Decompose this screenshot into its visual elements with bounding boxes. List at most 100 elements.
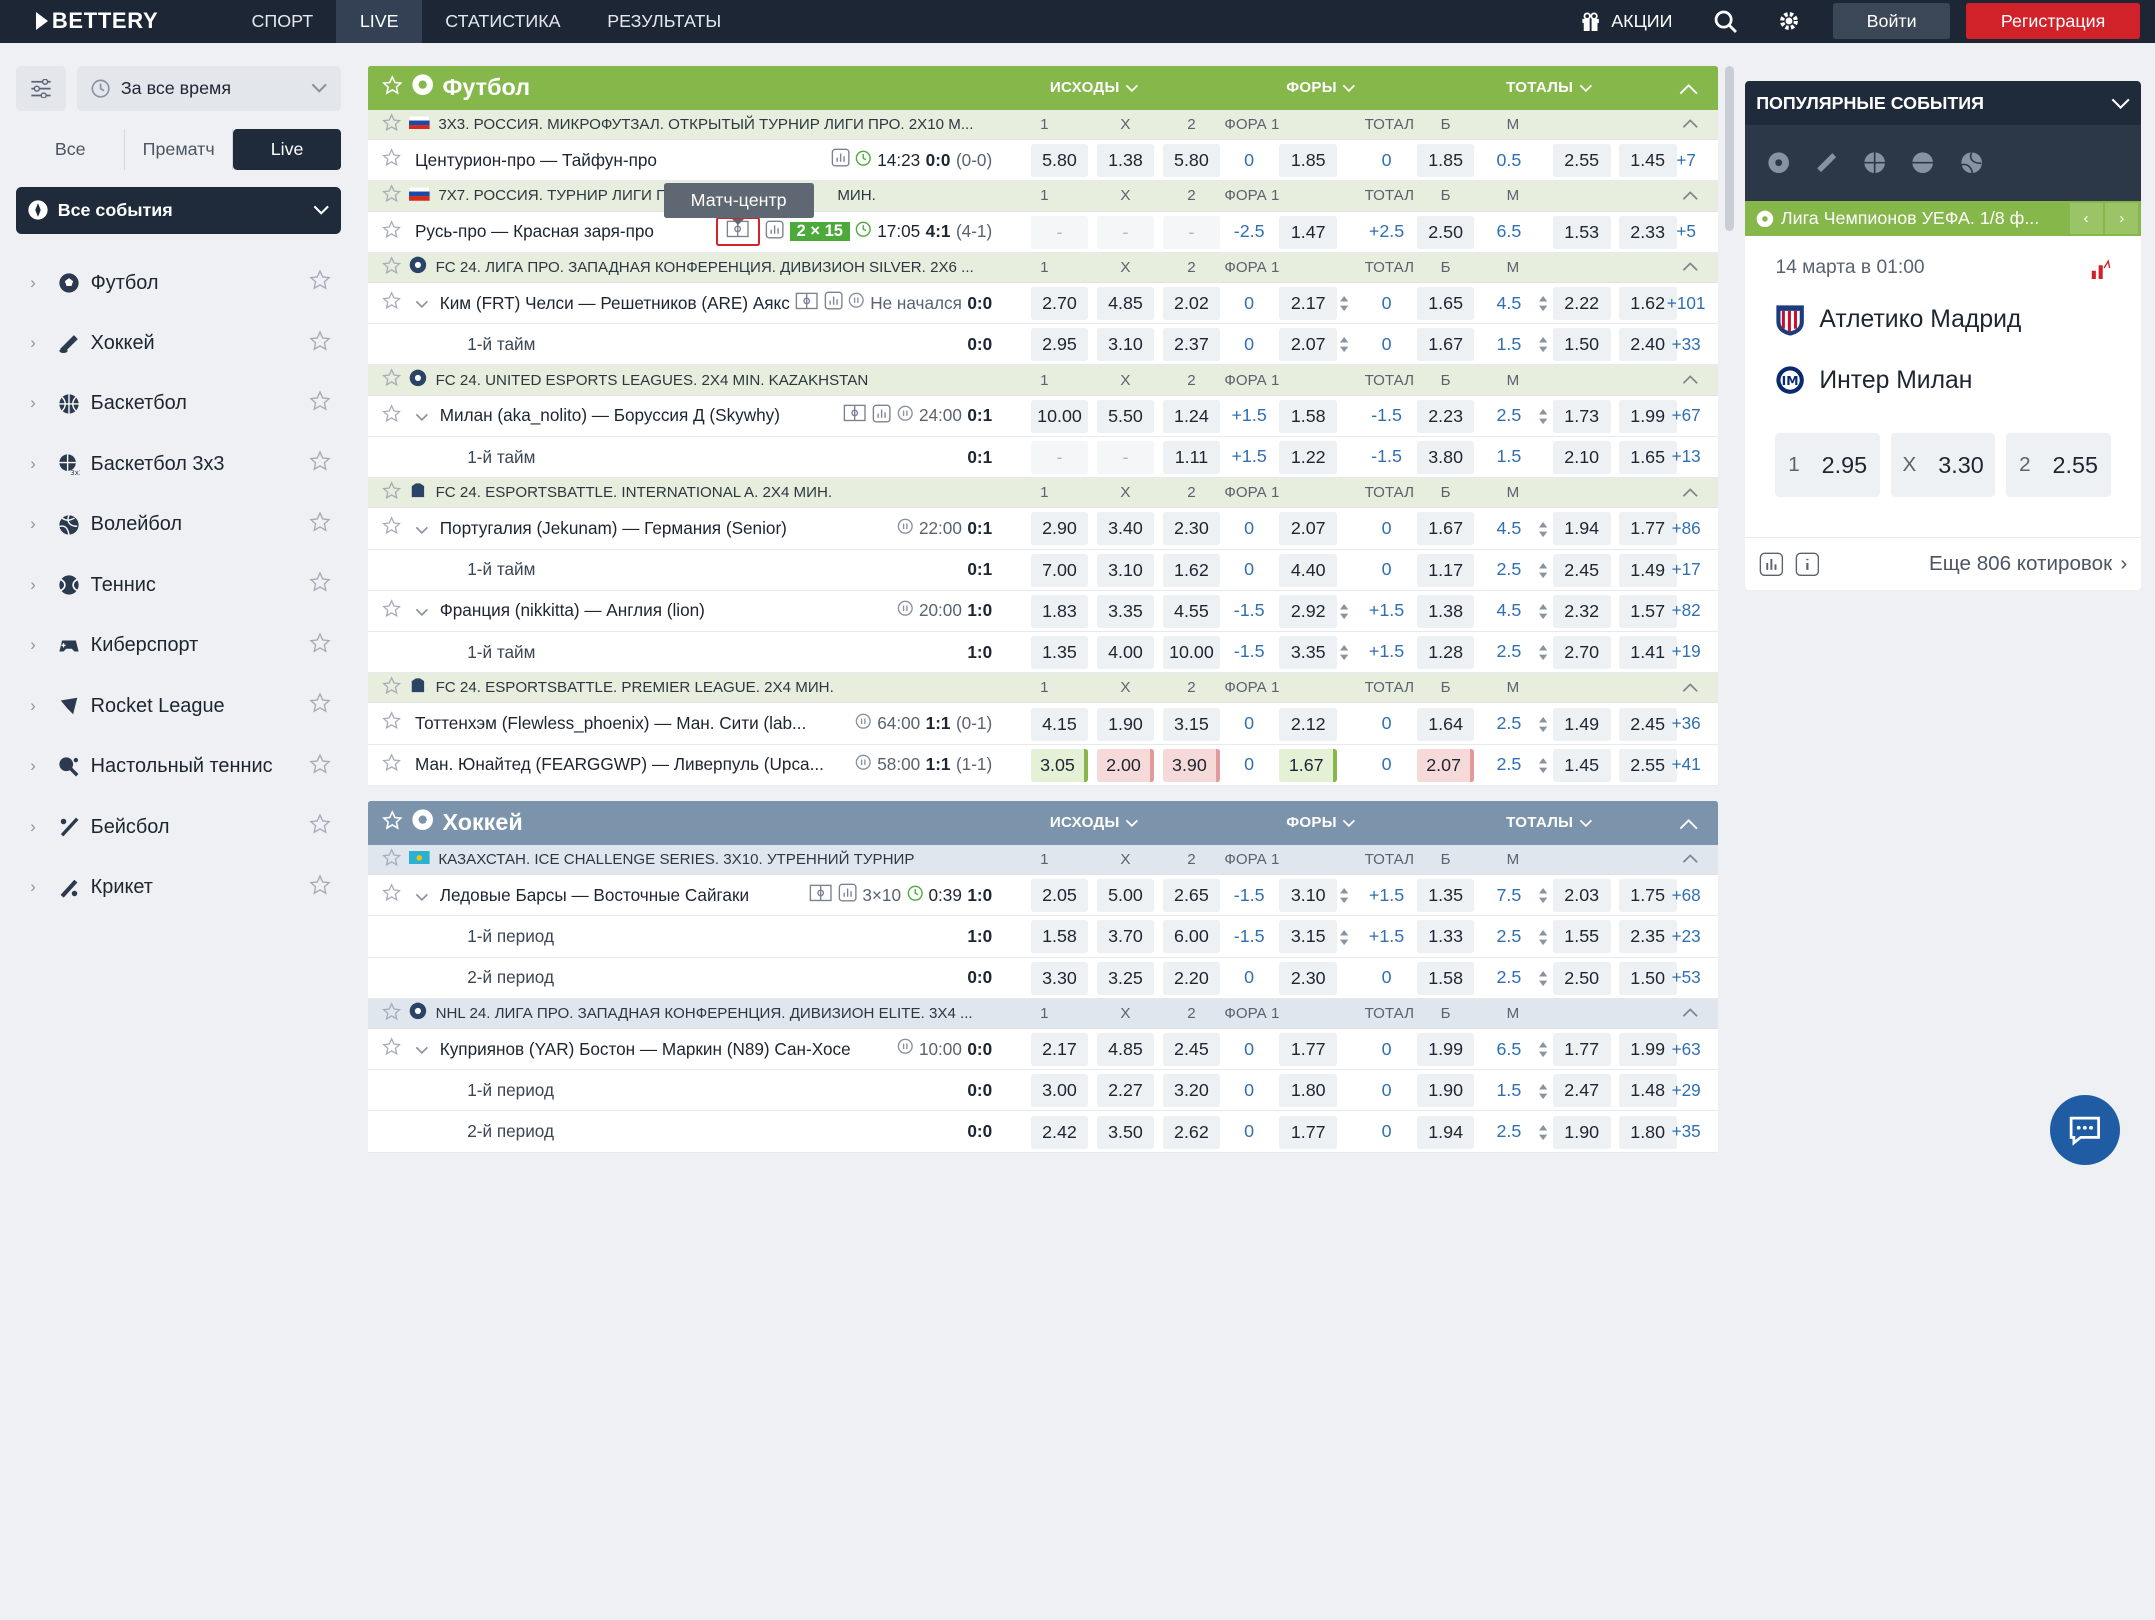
sidebar-item-gamepad[interactable]: › Киберспорт: [16, 616, 340, 676]
event-row[interactable]: Ким (FRT) Челси — Решетников (ARE) Аякс Н…: [368, 283, 1718, 325]
odds-button[interactable]: 1.50: [1618, 961, 1677, 995]
odds-button[interactable]: 1.67: [1279, 748, 1338, 782]
odds-button[interactable]: 10.00: [1030, 399, 1089, 433]
odds-button[interactable]: 2.70: [1030, 287, 1089, 321]
odds-button[interactable]: 2.03: [1552, 879, 1611, 913]
event-name[interactable]: Ман. Юнайтед (FEARGGWP) — Ливерпуль (Upc…: [414, 754, 824, 775]
period-row[interactable]: 1-й тайм 1:0 1.35 4.00 10.00 -1.5 3.35 +1.5 1.28…: [368, 631, 1718, 674]
match-center-icon[interactable]: [843, 404, 867, 427]
odds-button[interactable]: 2.45: [1162, 1033, 1221, 1067]
sidebar-item-table-tennis[interactable]: › Настольный теннис: [16, 736, 340, 796]
login-button[interactable]: Войти: [1833, 3, 1950, 40]
odds-button[interactable]: 1.58: [1416, 961, 1475, 995]
odds-button[interactable]: 10.00: [1162, 636, 1221, 670]
gear-icon[interactable]: [1778, 10, 1800, 32]
odds-button[interactable]: 2.50: [1416, 215, 1475, 249]
star-icon[interactable]: [382, 291, 415, 315]
event-name[interactable]: 1-й тайм: [467, 446, 536, 467]
more-markets-link[interactable]: +35: [1671, 1120, 1701, 1141]
sidebar-item-tennis[interactable]: › Теннис: [16, 555, 340, 615]
odds-button[interactable]: 1.62: [1618, 287, 1677, 321]
column-group-totals[interactable]: ТОТАЛЫ: [1506, 814, 1592, 831]
odds-button[interactable]: 5.80: [1030, 144, 1089, 178]
star-icon[interactable]: [300, 874, 341, 902]
more-markets-link[interactable]: +53: [1671, 967, 1701, 988]
column-group-outcomes[interactable]: ИСХОДЫ: [1050, 814, 1139, 831]
total-arrows-icon[interactable]: [1539, 970, 1548, 991]
chevron-up-icon[interactable]: [1682, 851, 1698, 868]
odds-button[interactable]: 1.94: [1552, 512, 1611, 546]
soccer-icon[interactable]: [1767, 151, 1790, 174]
odds-button[interactable]: 5.80: [1162, 144, 1221, 178]
odds-button[interactable]: 4.15: [1030, 707, 1089, 741]
odds-button[interactable]: 3.35: [1279, 636, 1338, 670]
odds-button[interactable]: 1.33: [1416, 920, 1475, 954]
odds-button[interactable]: 2.45: [1618, 707, 1677, 741]
odds-button[interactable]: 1.85: [1279, 144, 1338, 178]
more-markets-link[interactable]: +67: [1671, 405, 1701, 426]
odds-button[interactable]: 2.45: [1552, 553, 1611, 587]
odds-button[interactable]: 3.10: [1279, 879, 1338, 913]
odds-button[interactable]: 2.02: [1162, 287, 1221, 321]
event-name[interactable]: 2-й период: [467, 967, 554, 988]
odds-button[interactable]: 1.58: [1279, 399, 1338, 433]
odds-button[interactable]: 1.77: [1552, 1033, 1611, 1067]
odds-button[interactable]: 1.11: [1162, 441, 1221, 474]
league-header[interactable]: FC 24. UNITED ESPORTS LEAGUES. 2X4 MIN. …: [368, 365, 1718, 396]
chevron-up-icon[interactable]: [1679, 75, 1698, 101]
chevron-up-icon[interactable]: [1682, 1005, 1698, 1022]
column-group-totals[interactable]: ТОТАЛЫ: [1506, 79, 1592, 96]
odds-button[interactable]: 1.67: [1416, 512, 1475, 546]
odds-button[interactable]: 1.49: [1552, 707, 1611, 741]
odds-button[interactable]: 2.30: [1162, 512, 1221, 546]
odds-button[interactable]: 1.65: [1618, 441, 1677, 474]
period-row[interactable]: 1-й тайм 0:1- -1.11 +1.5 1.22 -1.5 3.80 1.5 2.10…: [368, 436, 1718, 479]
prev-arrow-icon[interactable]: ‹: [2069, 203, 2103, 234]
event-name[interactable]: 1-й период: [467, 925, 554, 946]
star-icon[interactable]: [382, 516, 415, 540]
odds-button[interactable]: 2.23: [1416, 399, 1475, 433]
odds-button[interactable]: 3.15: [1279, 920, 1338, 954]
nav-item-3[interactable]: РЕЗУЛЬТАТЫ: [607, 11, 722, 31]
chevron-up-icon[interactable]: [1682, 116, 1698, 133]
odds-button[interactable]: 2.07: [1279, 328, 1338, 362]
odds-button[interactable]: 1.73: [1552, 399, 1611, 433]
odds-button[interactable]: 3.20: [1162, 1074, 1221, 1108]
more-markets-link[interactable]: +68: [1671, 884, 1701, 905]
odds-button[interactable]: 1.77: [1618, 512, 1677, 546]
popular-odds-button[interactable]: 1 2.95: [1775, 432, 1880, 498]
segment-tab-1[interactable]: Прематч: [125, 129, 234, 171]
basketball-icon[interactable]: [1863, 151, 1886, 174]
odds-button[interactable]: 1.45: [1552, 748, 1611, 782]
league-header[interactable]: FC 24. ЛИГА ПРО. ЗАПАДНАЯ КОНФЕРЕНЦИЯ. Д…: [368, 252, 1718, 284]
stats-icon[interactable]: [831, 148, 850, 172]
next-arrow-icon[interactable]: ›: [2105, 203, 2139, 234]
total-arrows-icon[interactable]: [1539, 1083, 1548, 1104]
sport-header[interactable]: Хоккей ИСХОДЫ ФОРЫ ТОТАЛЫ: [368, 800, 1718, 845]
star-icon[interactable]: [300, 813, 341, 841]
odds-button[interactable]: 1.65: [1416, 287, 1475, 321]
star-icon[interactable]: [300, 753, 341, 781]
total-arrows-icon[interactable]: [1539, 295, 1548, 316]
star-icon[interactable]: [382, 883, 415, 907]
segment-tab-0[interactable]: Все: [16, 129, 125, 171]
odds-button[interactable]: 1.17: [1416, 553, 1475, 587]
star-icon[interactable]: [300, 390, 341, 418]
total-arrows-icon[interactable]: [1539, 644, 1548, 665]
total-arrows-icon[interactable]: [1539, 929, 1548, 950]
star-icon[interactable]: [382, 1037, 415, 1061]
odds-button[interactable]: 3.80: [1416, 441, 1475, 474]
nav-item-2[interactable]: СТАТИСТИКА: [445, 11, 561, 31]
star-icon[interactable]: [382, 256, 402, 279]
more-markets-link[interactable]: +13: [1671, 446, 1701, 467]
chevron-up-icon[interactable]: [1682, 187, 1698, 204]
all-events-select[interactable]: Все события: [16, 186, 341, 234]
event-name[interactable]: 1-й тайм: [467, 559, 536, 580]
odds-button[interactable]: 1.64: [1416, 707, 1475, 741]
star-icon[interactable]: [300, 450, 341, 478]
star-icon[interactable]: [382, 184, 402, 207]
odds-button[interactable]: 2.95: [1030, 328, 1089, 362]
filter-settings-button[interactable]: [16, 65, 66, 112]
star-icon[interactable]: [382, 711, 415, 735]
